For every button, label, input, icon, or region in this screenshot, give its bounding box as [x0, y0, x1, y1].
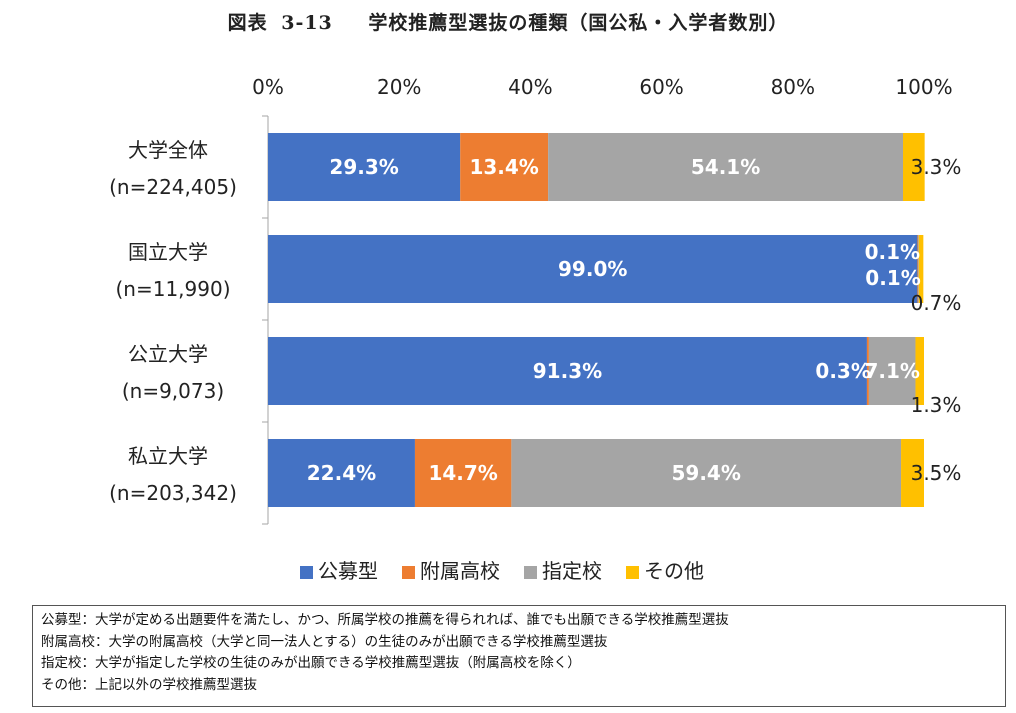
note-line: 附属高校：大学の附属高校（大学と同一法人とする）の生徒のみが出願できる学校推薦型… [41, 633, 608, 650]
legend-swatch-その他 [626, 566, 639, 579]
bar-segment-附属高校 [414, 439, 512, 507]
data-label-公募型: 22.4% [307, 461, 376, 485]
x-tick-label: 60% [639, 75, 683, 99]
bar-segment-その他 [918, 235, 924, 303]
bar-segment-その他 [915, 337, 924, 405]
data-label-その他: 0.7% [911, 291, 962, 315]
data-label-附属高校: 13.4% [469, 155, 538, 179]
category-n-label: (n=203,342) [109, 481, 237, 505]
bar-segment-附属高校 [866, 337, 869, 405]
category-label: 大学全体 [128, 138, 208, 162]
bar-segment-その他 [903, 133, 925, 201]
legend-swatch-指定校 [524, 566, 537, 579]
bar-segment-公募型 [268, 337, 867, 405]
x-tick-label: 20% [377, 75, 421, 99]
definitions-box: 公募型：大学が定める出題要件を満たし、かつ、所属学校の推薦を得られれば、誰でも出… [32, 605, 1006, 707]
x-tick-label: 0% [252, 75, 284, 99]
x-tick-label: 100% [895, 75, 952, 99]
legend-swatch-附属高校 [402, 566, 415, 579]
bar-segment-指定校 [548, 133, 904, 201]
chart-title: 図表 3-13 学校推薦型選抜の種類（国公私・入学者数別） [0, 8, 1016, 35]
data-label-その他: 3.3% [911, 155, 962, 179]
data-label-公募型: 29.3% [329, 155, 398, 179]
stacked-bar-chart: 0% 20% 40% 60% 80% 100% 大学全体 (n=224,405) 29.3% 13… [109, 75, 962, 583]
data-label-附属高校: 0.3% [815, 359, 870, 383]
category-n-label: (n=224,405) [109, 175, 237, 199]
data-label-その他: 3.5% [911, 461, 962, 485]
category-label: 公立大学 [128, 342, 208, 366]
x-tick-label: 80% [771, 75, 815, 99]
note-line: 公募型：大学が定める出題要件を満たし、かつ、所属学校の推薦を得られれば、誰でも出… [41, 612, 729, 628]
data-label-指定校: 54.1% [691, 155, 760, 179]
category-n-label: (n=11,990) [115, 277, 230, 301]
category-label: 国立大学 [128, 240, 208, 264]
bar-segment-公募型 [268, 439, 415, 507]
legend-label-指定校: 指定校 [542, 559, 602, 583]
category-label: 私立大学 [128, 444, 208, 468]
data-label-指定校: 59.4% [672, 461, 741, 485]
title-text: 学校推薦型選抜の種類（国公私・入学者数別） [368, 12, 789, 34]
category-n-label: (n=9,073) [122, 379, 224, 403]
data-label-指定校: 0.1% [865, 266, 920, 290]
data-label-その他: 1.3% [911, 393, 962, 417]
bar-segment-公募型 [268, 235, 918, 303]
bar-segment-公募型 [268, 133, 461, 201]
data-label-附属高校: 0.1% [865, 240, 920, 264]
bar-segment-その他 [901, 439, 924, 507]
bar-segment-附属高校 [460, 133, 549, 201]
data-label-附属高校: 14.7% [428, 461, 497, 485]
bar-segment-附属高校 [917, 235, 919, 303]
x-tick-label: 40% [508, 75, 552, 99]
data-label-公募型: 99.0% [558, 257, 627, 281]
note-line: 指定校：大学が指定した学校の生徒のみが出願できる学校推薦型選抜（附属高校を除く） [41, 655, 581, 671]
title-prefix: 図表 [227, 12, 268, 34]
legend-label-その他: その他 [644, 559, 704, 583]
bar-segment-指定校 [918, 235, 919, 303]
legend-label-公募型: 公募型 [318, 559, 378, 583]
bar-segment-指定校 [511, 439, 902, 507]
note-line: その他：上記以外の学校推薦型選抜 [41, 676, 257, 693]
bar-segment-指定校 [868, 337, 916, 405]
data-label-公募型: 91.3% [533, 359, 602, 383]
data-label-指定校: 7.1% [864, 359, 919, 383]
title-number: 3-13 [281, 12, 333, 34]
legend-label-附属高校: 附属高校 [420, 559, 500, 583]
legend-swatch-公募型 [300, 566, 313, 579]
